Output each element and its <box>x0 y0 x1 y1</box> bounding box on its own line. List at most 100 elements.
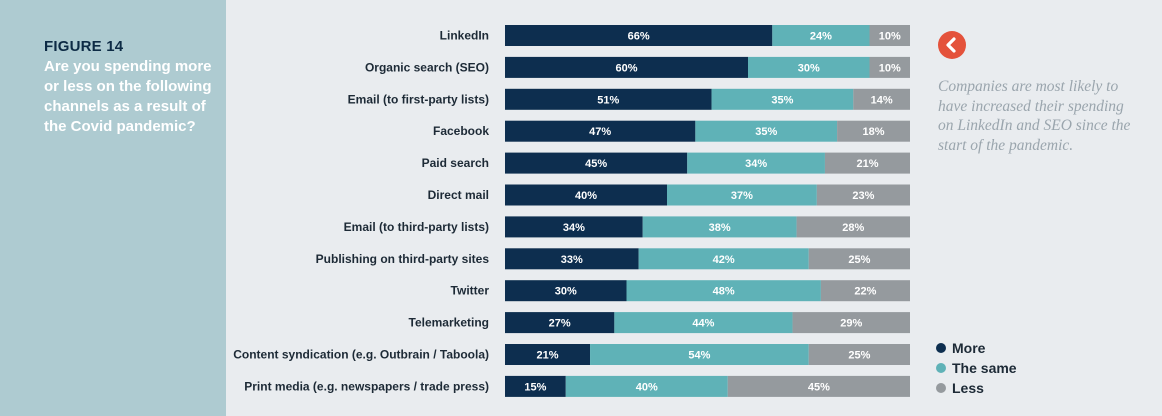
data-label-same: 40% <box>636 381 658 393</box>
legend-label-same: The same <box>952 360 1017 376</box>
bar-segment-more <box>505 312 615 334</box>
bar-row: Content syndication (e.g. Outbrain / Tab… <box>233 344 910 365</box>
bar-segment-more <box>505 280 627 302</box>
bar-segment-less <box>820 280 910 302</box>
bar-segment-more <box>505 344 591 365</box>
data-label-same: 35% <box>771 94 793 106</box>
legend-swatch-same <box>936 363 946 373</box>
bar-segment-same <box>565 375 728 397</box>
figure-sidebar: FIGURE 14 Are you spending more or less … <box>0 0 226 416</box>
legend-swatch-more <box>936 343 946 353</box>
legend-label-more: More <box>952 340 986 356</box>
category-label: Email (to third-party lists) <box>344 220 489 234</box>
data-label-less: 23% <box>852 190 874 202</box>
category-label: Paid search <box>422 156 489 170</box>
bar-row: Publishing on third-party sites 33% 42% 25% <box>316 248 910 270</box>
data-label-less: 29% <box>840 318 862 330</box>
bar-segment-more <box>505 375 566 397</box>
bar-segment-less <box>824 152 910 174</box>
bar-row: Email (to third-party lists) 34% 38% 28% <box>344 216 910 238</box>
bar-row: Direct mail 40% 37% 23% <box>428 184 910 206</box>
data-label-less: 10% <box>879 31 901 43</box>
back-button[interactable] <box>938 31 966 59</box>
data-label-more: 51% <box>597 94 619 106</box>
bar-segment-same <box>638 248 809 270</box>
bar-segment-less <box>869 25 910 46</box>
bar-segment-same <box>626 280 821 302</box>
data-label-more: 47% <box>589 126 611 138</box>
data-label-less: 14% <box>871 94 893 106</box>
bar-segment-less <box>816 184 910 206</box>
bar-segment-more <box>505 184 667 206</box>
bar-segment-more <box>505 152 688 174</box>
data-label-more: 66% <box>628 31 650 43</box>
data-label-same: 34% <box>745 158 767 170</box>
figure-label: FIGURE 14 <box>44 38 124 55</box>
bar-segment-same <box>748 56 870 78</box>
category-label: Twitter <box>451 284 490 298</box>
bar-segment-less <box>808 344 910 365</box>
bar-row: LinkedIn 66% 24% 10% <box>440 25 910 46</box>
data-label-same: 48% <box>713 286 735 298</box>
data-label-more: 33% <box>561 254 583 266</box>
bar-row: Facebook 47% 35% 18% <box>433 120 910 142</box>
bar-segment-same <box>695 120 838 142</box>
data-label-same: 54% <box>688 350 710 362</box>
category-label: Email (to first-party lists) <box>348 92 489 106</box>
bar-segment-less <box>808 248 910 270</box>
data-label-more: 27% <box>549 318 571 330</box>
data-label-same: 38% <box>709 222 731 234</box>
chevron-left-icon <box>946 37 956 53</box>
bar-segment-less <box>869 56 910 78</box>
legend-label-less: Less <box>952 380 984 396</box>
category-label: Content syndication (e.g. Outbrain / Tab… <box>233 348 489 362</box>
figure-question: Are you spending more or less on the fol… <box>44 58 212 135</box>
data-label-more: 40% <box>575 190 597 202</box>
bar-segment-same <box>687 152 825 174</box>
annotation-text: Companies are most likely to have increa… <box>938 78 1131 154</box>
bar-segment-same <box>711 88 854 110</box>
category-label: Telemarketing <box>409 316 489 330</box>
category-label: Publishing on third-party sites <box>316 252 490 266</box>
bar-segment-less <box>796 216 910 238</box>
legend: More The same Less <box>936 338 1017 398</box>
bar-row: Paid search 45% 34% 21% <box>422 152 910 174</box>
data-label-less: 22% <box>854 286 876 298</box>
bar-segment-same <box>614 312 793 334</box>
data-label-less: 18% <box>863 126 885 138</box>
data-label-less: 45% <box>808 381 830 393</box>
bar-segment-same <box>667 184 817 206</box>
bar-segment-less <box>853 88 910 110</box>
bar-row: Organic search (SEO) 60% 30% 10% <box>365 56 910 78</box>
bar-row: Twitter 30% 48% 22% <box>451 280 910 302</box>
category-label: LinkedIn <box>440 29 489 43</box>
category-label: Facebook <box>433 124 489 138</box>
bar-segment-more <box>505 56 748 78</box>
data-label-less: 25% <box>848 254 870 266</box>
category-label: Direct mail <box>428 188 489 202</box>
data-label-more: 45% <box>585 158 607 170</box>
data-label-more: 15% <box>524 381 546 393</box>
legend-item-less: Less <box>936 378 1017 398</box>
category-label: Print media (e.g. newspapers / trade pre… <box>244 379 489 393</box>
data-label-less: 28% <box>842 222 864 234</box>
bar-segment-same <box>642 216 797 238</box>
bar-segment-less <box>727 375 910 397</box>
data-label-less: 25% <box>848 350 870 362</box>
bar-segment-more <box>505 25 773 46</box>
legend-item-same: The same <box>936 358 1017 378</box>
data-label-same: 37% <box>731 190 753 202</box>
bar-segment-more <box>505 120 696 142</box>
data-label-more: 60% <box>615 62 637 74</box>
data-label-same: 35% <box>755 126 777 138</box>
bar-row: Telemarketing 27% 44% 29% <box>409 312 910 334</box>
bar-row: Email (to first-party lists) 51% 35% 14% <box>348 88 910 110</box>
bar-segment-more <box>505 88 712 110</box>
bar-segment-less <box>792 312 910 334</box>
bar-segment-less <box>837 120 910 142</box>
data-label-same: 44% <box>692 318 714 330</box>
stacked-bar-chart: LinkedIn 66% 24% 10% Organic search (SEO) 60%… <box>226 0 926 416</box>
category-label: Organic search (SEO) <box>365 60 489 74</box>
data-label-more: 21% <box>537 350 559 362</box>
legend-item-more: More <box>936 338 1017 358</box>
